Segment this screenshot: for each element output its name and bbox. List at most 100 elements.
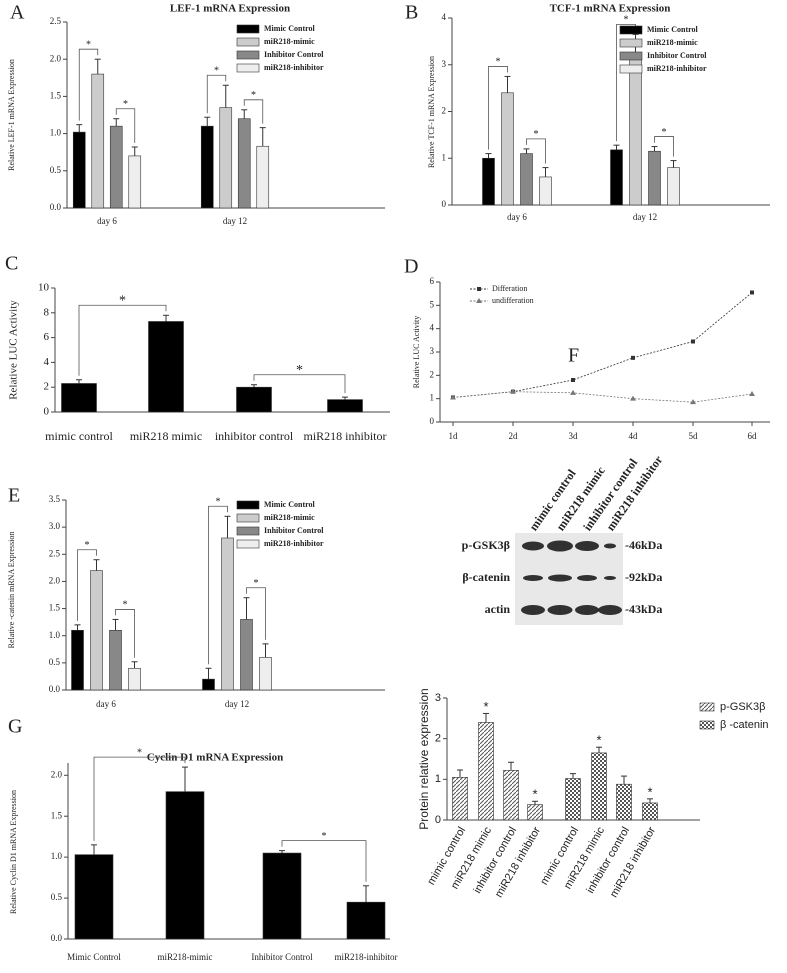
y-tick-label: 2.0 xyxy=(50,53,62,63)
y-tick-label: 1.0 xyxy=(50,128,62,138)
legend-label: p-GSK3β xyxy=(720,701,765,713)
point xyxy=(749,391,755,396)
size-label: -46kDa xyxy=(625,538,662,552)
legend-label: Differation xyxy=(492,284,527,293)
y-tick-label: 0 xyxy=(430,416,435,426)
significance-bracket xyxy=(206,74,227,114)
bar xyxy=(221,537,234,691)
y-tick-label: 5 xyxy=(430,299,435,309)
row-label: actin xyxy=(485,602,511,616)
y-tick-label: 0.5 xyxy=(49,657,61,667)
bar xyxy=(259,657,272,691)
x-tick-label: 6d xyxy=(748,431,758,441)
bar xyxy=(256,145,270,209)
panel-letter: B xyxy=(405,2,418,24)
legend-label: miR218-mimic xyxy=(264,513,315,522)
significance-label: * xyxy=(624,15,629,26)
significance-label: * xyxy=(596,733,601,748)
bar xyxy=(128,155,142,209)
bar xyxy=(202,678,215,691)
significance-label: * xyxy=(216,497,221,508)
legend-swatch xyxy=(619,64,643,74)
y-tick-label: 3 xyxy=(442,59,447,69)
significance-label: * xyxy=(662,127,667,138)
significance-label: * xyxy=(534,129,539,140)
bar xyxy=(667,167,680,206)
significance-label: * xyxy=(214,66,219,77)
significance-bracket xyxy=(654,136,674,157)
y-tick-label: 4 xyxy=(442,12,447,22)
y-tick-label: 2.0 xyxy=(51,769,63,779)
bar xyxy=(648,150,661,206)
bar xyxy=(236,386,272,413)
y-tick-label: 0.0 xyxy=(51,933,63,943)
y-axis-label: Relative LEF-1 mRNA Expression xyxy=(7,59,16,171)
y-tick-label: 2 xyxy=(430,369,435,379)
y-axis-label: Relative Cyclin D1 mRNA Expression xyxy=(9,790,18,914)
y-tick-label: 0.5 xyxy=(51,892,63,902)
legend-swatch xyxy=(236,539,260,549)
bar xyxy=(240,619,253,691)
band xyxy=(598,605,622,615)
x-tick-label: day 6 xyxy=(507,212,527,222)
significance-bracket xyxy=(77,549,97,621)
x-tick-label: day 6 xyxy=(96,699,116,709)
chart-title: Cyclin D1 mRNA Expression xyxy=(147,752,283,764)
x-tick-label: Inhibitor Control xyxy=(251,952,313,962)
x-tick-label: 3d xyxy=(569,431,579,441)
significance-bracket xyxy=(78,48,99,121)
chart-title: TCF-1 mRNA Expression xyxy=(550,3,671,15)
y-tick-label: 2.5 xyxy=(49,548,61,558)
bar xyxy=(642,802,658,821)
legend-label: miR218-mimic xyxy=(264,37,315,46)
point xyxy=(570,389,576,395)
y-tick-label: 3.0 xyxy=(49,521,61,531)
legend-swatch xyxy=(236,513,260,523)
legend-label: miR218-inhibitor xyxy=(264,539,324,548)
bar xyxy=(610,149,623,206)
y-tick-label: 10 xyxy=(38,282,50,294)
bar xyxy=(72,131,86,209)
significance-bracket xyxy=(243,99,264,124)
significance-label: * xyxy=(123,99,128,110)
legend-label: miR218-mimic xyxy=(647,38,698,47)
x-tick-label: inhibitor control xyxy=(215,429,294,443)
legend-label: undifferation xyxy=(492,296,534,305)
line xyxy=(452,292,753,398)
significance-label: * xyxy=(119,293,126,308)
row-label: β-catenin xyxy=(462,570,510,584)
band xyxy=(604,543,616,549)
legend-swatch xyxy=(236,63,260,73)
legend-marker xyxy=(477,287,481,291)
band xyxy=(521,605,545,615)
legend-marker xyxy=(476,298,482,303)
bar xyxy=(71,629,84,691)
band xyxy=(548,574,572,582)
row-label: p-GSK3β xyxy=(462,538,510,552)
x-tick-label: day 12 xyxy=(225,699,249,709)
bar xyxy=(616,783,632,821)
point xyxy=(630,395,636,401)
size-label: -92kDa xyxy=(625,570,662,584)
significance-label: * xyxy=(251,90,256,101)
x-tick-label: miR218 inhibitor xyxy=(303,429,386,443)
significance-bracket xyxy=(246,587,266,640)
band xyxy=(577,575,597,581)
significance-label: * xyxy=(137,747,142,758)
x-tick-label: 4d xyxy=(629,431,639,441)
y-tick-label: 0.0 xyxy=(49,684,61,694)
bar xyxy=(482,157,495,206)
significance-bracket xyxy=(93,756,186,841)
bar xyxy=(591,752,607,821)
legend-swatch xyxy=(236,24,260,34)
point xyxy=(631,355,635,360)
legend-swatch xyxy=(699,720,715,730)
legend-label: miR218-inhibitor xyxy=(264,63,324,72)
y-tick-label: 3.5 xyxy=(49,494,61,504)
y-tick-label: 4 xyxy=(44,356,50,368)
y-tick-label: 0 xyxy=(442,199,447,209)
y-tick-label: 2 xyxy=(44,381,50,393)
y-tick-label: 1.0 xyxy=(49,630,61,640)
y-tick-label: 2.5 xyxy=(50,16,62,26)
